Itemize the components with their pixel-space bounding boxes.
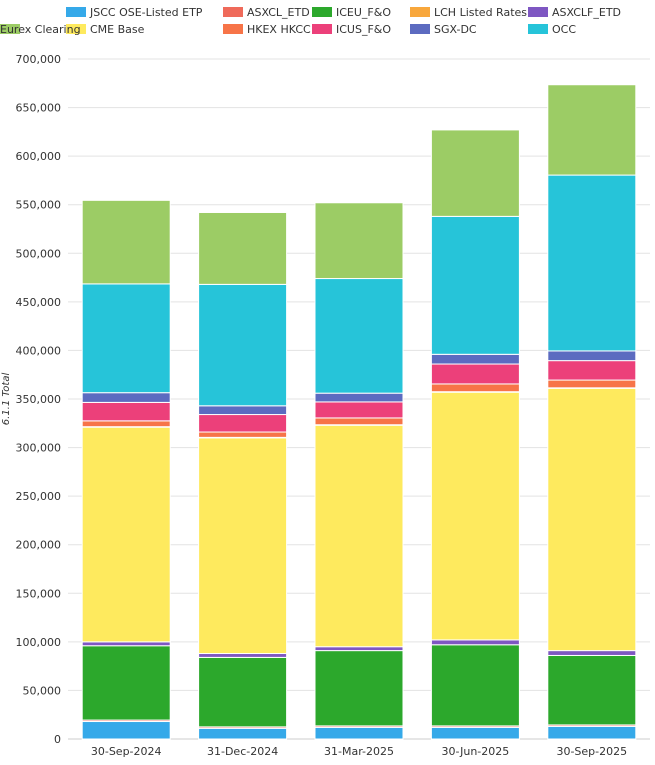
- bar-segment-asxclf-etd: [81, 641, 171, 647]
- bar-segment-eurex-clearing: [547, 84, 637, 176]
- bar-segment-iceu-f-o: [81, 645, 171, 721]
- y-tick-label: 100,000: [16, 636, 62, 649]
- legend-swatch-occ: [528, 24, 548, 34]
- y-tick-label: 550,000: [16, 199, 62, 212]
- bar-segment-eurex-clearing: [198, 211, 288, 285]
- bar-segment-cme-base: [81, 426, 171, 643]
- legend-swatch-sgx-dc: [410, 24, 430, 34]
- bar-segment-asxclf-etd: [547, 650, 637, 656]
- y-tick-label: 0: [54, 733, 61, 746]
- y-tick-label: 650,000: [16, 102, 62, 115]
- bar-segment-occ: [547, 174, 637, 352]
- x-tick-label: 31-Mar-2025: [324, 745, 394, 758]
- bar-segment-iceu-f-o: [314, 650, 404, 727]
- bar-segment-jscc-ose-listed-etp: [430, 726, 520, 740]
- x-tick-label: 31-Dec-2024: [207, 745, 278, 758]
- y-tick-label: 400,000: [16, 344, 62, 357]
- y-tick-label: 700,000: [16, 53, 62, 66]
- legend-label-occ: OCC: [552, 23, 576, 36]
- bar-segment-sgx-dc: [314, 392, 404, 403]
- legend-swatch-cme-base: [66, 24, 86, 34]
- bar-segment-sgx-dc: [430, 353, 520, 365]
- bar-segment-sgx-dc: [198, 405, 288, 416]
- legend-label-iceu-f-o: ICEU_F&O: [336, 6, 391, 19]
- bar-segment-jscc-ose-listed-etp: [547, 725, 637, 740]
- y-axis-title: 6.1.1 Total: [1, 373, 12, 426]
- y-axis: 0 50,000 100,000 150,000 200,000 250,000 300,0…: [16, 53, 62, 746]
- x-axis: 30-Sep-2024 31-Dec-2024 31-Mar-2025 30-Jun-…: [91, 745, 627, 758]
- legend-swatch-eurex-clearing: [0, 24, 20, 34]
- bar-segment-iceu-f-o: [198, 656, 288, 728]
- y-tick-label: 300,000: [16, 442, 62, 455]
- bar-segment-jscc-ose-listed-etp: [314, 726, 404, 740]
- y-tick-label: 250,000: [16, 490, 62, 503]
- bar-segment-icus-f-o: [81, 401, 171, 422]
- legend-label-jscc-ose-listed-etp: JSCC OSE-Listed ETP: [89, 6, 203, 19]
- legend-swatch-asxcl-etd: [223, 7, 243, 17]
- bar-segment-occ: [314, 278, 404, 394]
- x-tick-label: 30-Sep-2025: [556, 745, 627, 758]
- bar-segment-eurex-clearing: [81, 199, 171, 285]
- legend-swatch-jscc-ose-listed-etp: [66, 7, 86, 17]
- bar-segment-eurex-clearing: [430, 129, 520, 217]
- bar-segment-cme-base: [547, 387, 637, 652]
- legend-label-sgx-dc: SGX-DC: [434, 23, 477, 36]
- legend-swatch-asxclf-etd: [528, 7, 548, 17]
- bar-segment-cme-base: [198, 437, 288, 655]
- y-tick-label: 500,000: [16, 247, 62, 260]
- bar-segment-jscc-ose-listed-etp: [81, 721, 171, 740]
- legend-label-lch-listed-rates: LCH Listed Rates: [434, 6, 527, 19]
- bars: [81, 84, 637, 740]
- y-tick-label: 50,000: [23, 684, 62, 697]
- bar-segment-icus-f-o: [198, 414, 288, 433]
- bar-segment-jscc-ose-listed-etp: [198, 727, 288, 740]
- bar-segment-hkex-hkcc: [547, 379, 637, 389]
- legend-swatch-lch-listed-rates: [410, 7, 430, 17]
- bar-segment-hkex-hkcc: [198, 431, 288, 438]
- legend-swatch-iceu-f-o: [312, 7, 332, 17]
- legend-label-cme-base: CME Base: [90, 23, 145, 36]
- bar-segment-iceu-f-o: [547, 654, 637, 726]
- bar-segment-occ: [81, 283, 171, 394]
- legend-label-asxclf-etd: ASXCLF_ETD: [552, 6, 621, 19]
- x-tick-label: 30-Jun-2025: [442, 745, 510, 758]
- bar-segment-sgx-dc: [81, 392, 171, 403]
- bar-segment-icus-f-o: [430, 363, 520, 385]
- y-tick-label: 200,000: [16, 539, 62, 552]
- legend-label-eurex-clearing: Eurex Clearing: [0, 23, 81, 36]
- bar-segment-asxclf-etd: [430, 639, 520, 646]
- legend: JSCC OSE-Listed ETP ASXCL_ETD ICEU_F&O LCH …: [0, 6, 621, 36]
- bar-segment-hkex-hkcc: [81, 420, 171, 428]
- legend-label-icus-f-o: ICUS_F&O: [336, 23, 391, 36]
- legend-swatch-icus-f-o: [312, 24, 332, 34]
- bar-segment-hkex-hkcc: [314, 417, 404, 426]
- bar-segment-eurex-clearing: [314, 202, 404, 280]
- y-tick-label: 450,000: [16, 296, 62, 309]
- legend-label-hkex-hkcc: HKEX HKCC: [247, 23, 311, 36]
- bar-segment-asxclf-etd: [314, 646, 404, 652]
- bar-segment-sgx-dc: [547, 350, 637, 362]
- bar-segment-asxclf-etd: [198, 653, 288, 658]
- y-tick-label: 150,000: [16, 587, 62, 600]
- bar-segment-cme-base: [314, 424, 404, 648]
- bar-segment-occ: [198, 283, 288, 407]
- legend-label-asxcl-etd: ASXCL_ETD: [247, 6, 310, 19]
- y-tick-label: 350,000: [16, 393, 62, 406]
- bar-segment-icus-f-o: [314, 401, 404, 419]
- bar-segment-hkex-hkcc: [430, 383, 520, 393]
- bar-segment-occ: [430, 215, 520, 355]
- bar-segment-cme-base: [430, 391, 520, 641]
- x-tick-label: 30-Sep-2024: [91, 745, 162, 758]
- bar-segment-iceu-f-o: [430, 644, 520, 727]
- bar-segment-icus-f-o: [547, 360, 637, 381]
- y-tick-label: 600,000: [16, 150, 62, 163]
- legend-swatch-hkex-hkcc: [223, 24, 243, 34]
